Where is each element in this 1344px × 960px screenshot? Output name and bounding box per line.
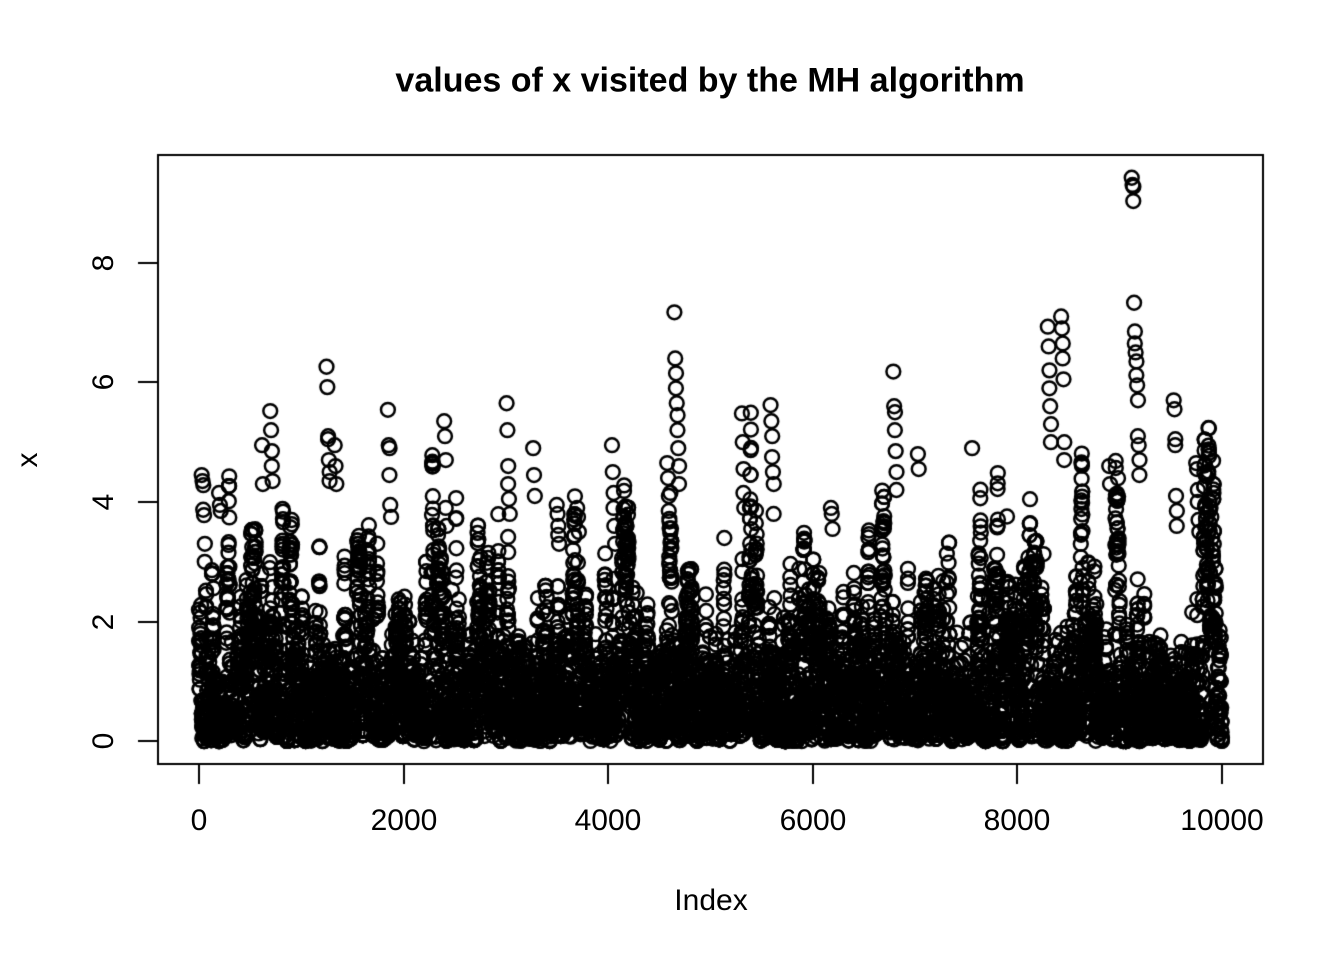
- x-tick-label: 0: [190, 804, 208, 837]
- x-tick-label: 2000: [370, 804, 438, 837]
- x-tick-label: 4000: [574, 804, 642, 837]
- y-tick-label: 0: [87, 732, 120, 750]
- y-tick-label: 2: [87, 613, 120, 631]
- x-tick-label: 10000: [1180, 804, 1264, 837]
- y-tick-label: 6: [87, 373, 120, 391]
- plot-title: values of x visited by the MH algorithm: [395, 61, 1025, 100]
- y-tick-label: 8: [87, 254, 120, 272]
- y-tick-label: 4: [87, 493, 120, 511]
- x-tick-label: 6000: [779, 804, 847, 837]
- x-tick-label: 8000: [983, 804, 1051, 837]
- x-axis-title: Index: [674, 884, 748, 917]
- y-axis-title: x: [11, 452, 44, 468]
